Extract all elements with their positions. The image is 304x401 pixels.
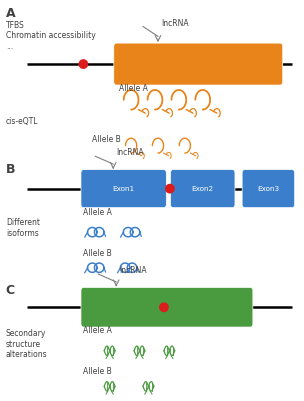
Text: A: A [6, 7, 16, 20]
Text: lncRNA: lncRNA [161, 19, 188, 28]
Text: ...: ... [6, 43, 13, 51]
Text: Allele B: Allele B [83, 249, 112, 258]
Point [81, 61, 86, 67]
FancyBboxPatch shape [81, 288, 253, 327]
FancyBboxPatch shape [81, 170, 166, 208]
Text: Exon1: Exon1 [112, 186, 135, 192]
Text: B: B [6, 163, 15, 176]
Text: Exon3: Exon3 [257, 186, 279, 192]
Text: Different: Different [6, 218, 40, 227]
Text: C: C [6, 284, 15, 297]
Point [161, 304, 166, 310]
Point [168, 185, 172, 192]
Text: cis-eQTL: cis-eQTL [6, 117, 38, 126]
Text: Chromatin accessibility: Chromatin accessibility [6, 31, 95, 40]
Text: Allele B: Allele B [83, 367, 112, 377]
Text: Secondary: Secondary [6, 329, 46, 338]
Text: alterations: alterations [6, 350, 47, 359]
Text: Allele A: Allele A [119, 84, 148, 93]
FancyBboxPatch shape [171, 170, 235, 208]
Text: Allele A: Allele A [83, 208, 112, 217]
Text: Exon2: Exon2 [192, 186, 214, 192]
Text: isoforms: isoforms [6, 229, 39, 238]
Text: Allele A: Allele A [83, 326, 112, 335]
Text: lncRNA: lncRNA [119, 266, 147, 275]
Text: lncRNA: lncRNA [116, 148, 144, 157]
Text: TFBS: TFBS [6, 20, 25, 30]
FancyBboxPatch shape [242, 170, 295, 208]
Text: Allele B: Allele B [92, 135, 121, 144]
Text: structure: structure [6, 340, 41, 349]
FancyBboxPatch shape [114, 43, 283, 85]
